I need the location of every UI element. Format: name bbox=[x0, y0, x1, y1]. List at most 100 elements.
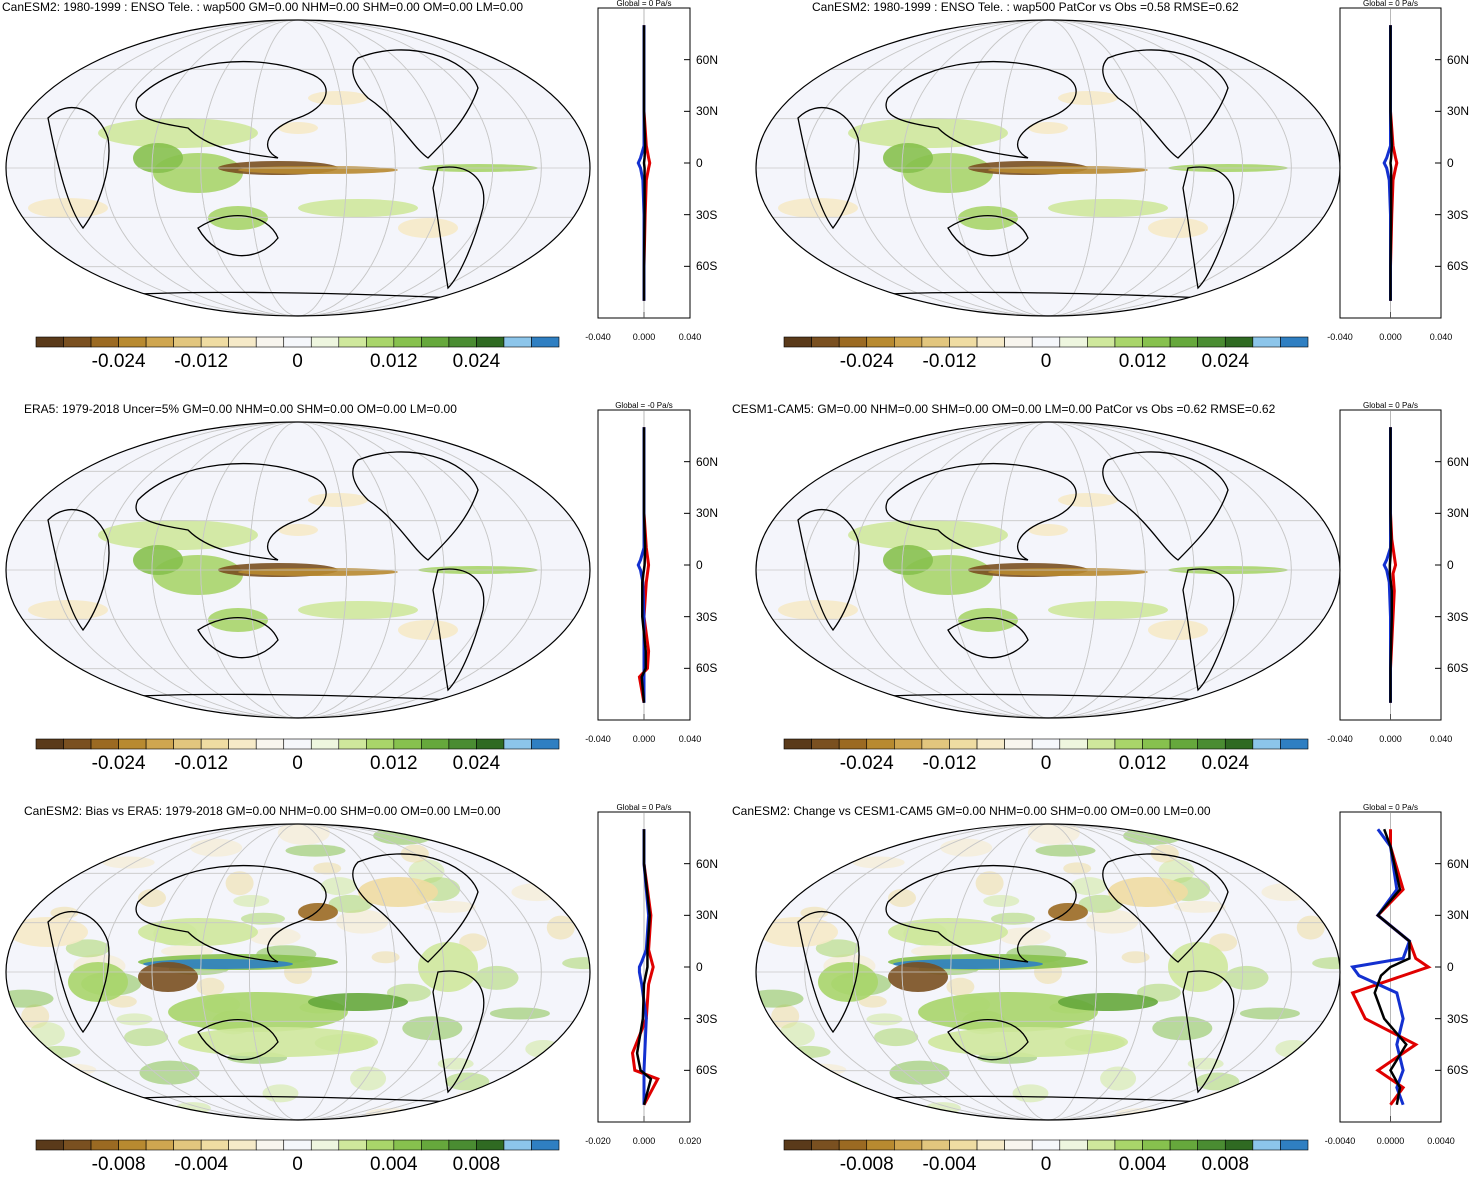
anomaly-region bbox=[98, 118, 258, 148]
map-plot bbox=[5, 421, 591, 719]
colorbar-label: -0.012 bbox=[174, 351, 229, 372]
map-plot bbox=[5, 19, 591, 317]
colorbar bbox=[783, 336, 1309, 348]
anomaly-region bbox=[852, 856, 905, 869]
anomaly-region bbox=[848, 520, 1008, 550]
graticule-meridian bbox=[248, 824, 348, 1120]
lat-label: 60N bbox=[696, 52, 719, 67]
lat-label: 30S bbox=[696, 1011, 718, 1026]
anomaly-region bbox=[1121, 951, 1150, 964]
anomaly-region bbox=[1108, 877, 1188, 907]
anomaly-region bbox=[248, 927, 301, 946]
anomaly-region bbox=[65, 939, 110, 958]
continent-outline bbox=[47, 107, 110, 230]
anomaly-region bbox=[1048, 903, 1088, 921]
anomaly-region bbox=[133, 143, 183, 173]
graticule-meridian bbox=[998, 20, 1098, 316]
colorbar-label: 0 bbox=[1040, 753, 1052, 774]
anomaly-region bbox=[161, 945, 214, 958]
anomaly-region bbox=[883, 143, 933, 173]
anomaly-region bbox=[888, 889, 916, 907]
anomaly-region bbox=[168, 992, 348, 1032]
continent-outline bbox=[1182, 970, 1235, 1094]
colorbar bbox=[35, 738, 560, 750]
anomaly-region bbox=[196, 977, 225, 996]
map-plot bbox=[755, 823, 1341, 1121]
panel-title: CanESM2: Bias vs ERA5: 1979-2018 GM=0.00… bbox=[24, 804, 501, 818]
colorbar bbox=[783, 1139, 1309, 1151]
continent-outline bbox=[1182, 166, 1235, 290]
colorbar-label: 0.012 bbox=[1118, 351, 1167, 372]
zonal-title: Global = 0 Pa/s bbox=[1363, 401, 1418, 410]
lat-label: 60S bbox=[1447, 661, 1469, 676]
anomaly-region bbox=[1148, 218, 1208, 238]
colorbar-label: 0.008 bbox=[452, 1154, 501, 1175]
graticule-meridian bbox=[102, 824, 494, 1120]
zonal-title: Global = 0 Pa/s bbox=[616, 803, 672, 812]
panel-title: CanESM2: 1980-1999 : ENSO Tele. : wap500… bbox=[812, 0, 1239, 14]
lat-label: 0 bbox=[1447, 558, 1454, 572]
continent-outline bbox=[135, 462, 327, 561]
lat-label: 60S bbox=[1447, 1063, 1469, 1078]
continent-outline bbox=[135, 864, 327, 963]
lat-label: 60S bbox=[696, 661, 718, 676]
anomaly-region bbox=[1187, 1057, 1224, 1070]
continent-outline bbox=[47, 509, 110, 632]
colorbar-label: 0.012 bbox=[1118, 753, 1167, 774]
colorbar-label: 0.024 bbox=[452, 753, 501, 774]
zonal-mean-plot bbox=[597, 811, 691, 1123]
continent-outline bbox=[1182, 568, 1235, 692]
lat-label: 0 bbox=[696, 156, 703, 170]
lat-label: 30S bbox=[696, 207, 718, 222]
anomaly-region bbox=[328, 894, 373, 913]
colorbar-label: -0.008 bbox=[91, 1154, 146, 1175]
anomaly-region bbox=[418, 942, 478, 992]
x-tick-label: -0.0040 bbox=[1324, 1136, 1356, 1146]
graticule-meridian bbox=[901, 422, 1195, 718]
anomaly-region bbox=[139, 1060, 200, 1085]
anomaly-region bbox=[308, 993, 408, 1011]
colorbar-swatch bbox=[531, 738, 560, 750]
anomaly-region bbox=[371, 951, 400, 964]
graticule-meridian bbox=[901, 824, 1195, 1120]
graticule-meridian bbox=[901, 20, 1195, 316]
lat-label: 0 bbox=[696, 960, 703, 974]
x-tick-label: -0.040 bbox=[585, 332, 611, 342]
colorbar-swatch bbox=[1280, 1139, 1309, 1151]
lat-label: 60N bbox=[1447, 52, 1470, 67]
x-tick-label: 0.0040 bbox=[1427, 1136, 1455, 1146]
continent-outline bbox=[797, 107, 860, 230]
x-tick-label: 0.000 bbox=[632, 734, 656, 744]
map-plot bbox=[5, 823, 591, 1121]
continent-outline bbox=[352, 49, 479, 159]
panel-title: CanESM2: Change vs CESM1-CAM5 GM=0.00 NH… bbox=[732, 804, 1211, 818]
zonal-series-mean bbox=[1389, 25, 1394, 301]
zonal-title: Global = 0 Pa/s bbox=[1363, 0, 1418, 8]
anomaly-region bbox=[28, 600, 108, 620]
continent-outline bbox=[885, 60, 1077, 159]
graticule-meridian bbox=[200, 20, 396, 316]
colorbar-swatch bbox=[1280, 336, 1309, 348]
anomaly-region bbox=[1048, 601, 1168, 619]
anomaly-region bbox=[124, 1028, 169, 1047]
graticule-meridian bbox=[804, 824, 1292, 1120]
map-border bbox=[5, 421, 591, 719]
colorbar-label: 0.024 bbox=[1201, 351, 1250, 372]
continent-outline bbox=[432, 970, 485, 1094]
map-border bbox=[5, 823, 591, 1121]
anomaly-region bbox=[874, 1028, 919, 1047]
anomaly-region bbox=[28, 198, 108, 218]
zonal-mean-plot bbox=[1339, 409, 1442, 721]
lat-label: 60S bbox=[1447, 259, 1469, 274]
colorbar-label: 0.024 bbox=[452, 351, 501, 372]
anomaly-region bbox=[298, 601, 418, 619]
lat-label: 60N bbox=[1447, 856, 1470, 871]
anomaly-region bbox=[98, 520, 258, 550]
panel-3: ERA5: 1979-2018 Uncer=5% GM=0.00 NHM=0.0… bbox=[0, 401, 742, 795]
colorbar-label: 0.008 bbox=[1201, 1154, 1250, 1175]
graticule-meridian bbox=[151, 20, 445, 316]
zonal-mean-plot bbox=[597, 409, 691, 721]
x-tick-label: -0.020 bbox=[585, 1136, 611, 1146]
colorbar-label: -0.004 bbox=[922, 1154, 977, 1175]
continent-outline bbox=[885, 864, 1077, 963]
